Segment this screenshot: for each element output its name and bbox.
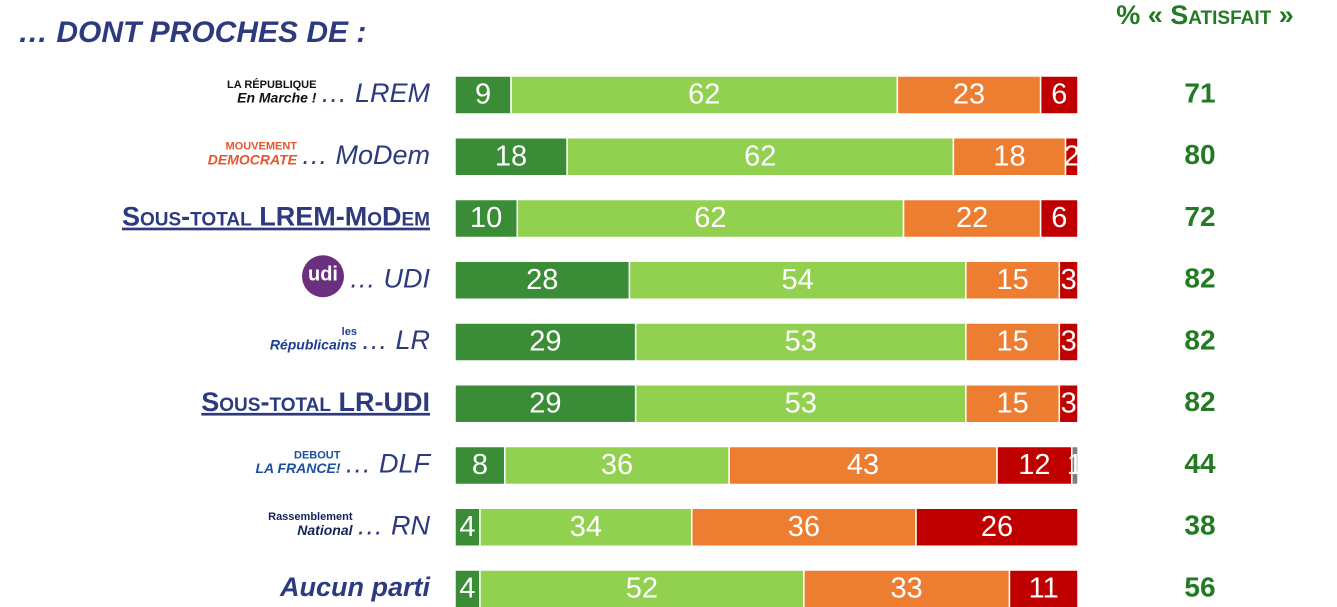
segment-label: 22 [956, 202, 988, 234]
bar-segment [1039, 75, 1079, 115]
logo-text: Républicains [270, 337, 357, 353]
bar-segment [952, 137, 1067, 177]
bar-segment [965, 260, 1061, 300]
segment-label: 6 [1051, 202, 1067, 234]
bar-segment [634, 384, 967, 424]
bar-segment [454, 384, 637, 424]
logo-text: En Marche ! [237, 90, 317, 106]
category-label: Sous-total LR-UDI [201, 387, 430, 417]
segment-label: 34 [570, 511, 602, 543]
logo-text: les [342, 326, 357, 338]
logo-text: MOUVEMENT [225, 141, 297, 153]
segment-label: 3 [1061, 326, 1077, 358]
category-label: Aucun parti [279, 572, 431, 602]
bar-segment [1058, 384, 1079, 424]
segment-label: 1 [1067, 449, 1083, 481]
satisfait-value: 44 [1184, 448, 1216, 479]
bar-segment [902, 198, 1042, 239]
segment-label: 3 [1061, 264, 1077, 296]
logo-text: DEMOCRATE [208, 151, 298, 167]
satisfait-value: 71 [1184, 77, 1215, 108]
bar-segment [628, 260, 967, 300]
logo-text: LA FRANCE! [255, 460, 340, 476]
value-header: % « Satisfait » [1116, 0, 1294, 30]
bar-segment [1008, 569, 1079, 607]
bar-segment [1058, 260, 1079, 300]
bar-segment [965, 384, 1061, 424]
bar-segment [1064, 137, 1079, 177]
segment-label: 10 [470, 202, 502, 234]
logo-text: DEBOUT [294, 449, 341, 461]
category-label: … DLF [344, 449, 431, 479]
segment-label: 62 [694, 202, 726, 234]
segment-label: 62 [744, 140, 776, 172]
bar-segment [1039, 198, 1079, 239]
bar-segment [915, 507, 1079, 547]
bar-segment [965, 322, 1061, 362]
bar-segment [479, 507, 693, 547]
chart-title: … DONT PROCHES DE : [18, 16, 366, 49]
segment-label: 12 [1018, 449, 1050, 481]
bar-segment [516, 198, 905, 239]
satisfait-value: 82 [1184, 324, 1215, 355]
segment-label: 4 [459, 511, 475, 543]
bar-segment [454, 507, 481, 547]
segment-label: 18 [495, 140, 527, 172]
segment-label: 6 [1051, 79, 1067, 111]
segment-label: 29 [529, 326, 561, 358]
segment-label: 53 [785, 387, 817, 419]
bar-segment [634, 322, 967, 362]
segment-label: 3 [1061, 387, 1077, 419]
logo-text: Rassemblement [268, 511, 353, 523]
category-label: … RN [357, 510, 431, 540]
segment-label: 53 [785, 326, 817, 358]
category-label: Sous-total LREM-MoDem [122, 202, 430, 232]
segment-label: 23 [953, 79, 985, 111]
segment-label: 62 [688, 79, 720, 111]
segment-label: 15 [996, 326, 1028, 358]
segment-label: 28 [526, 264, 558, 296]
satisfait-value: 80 [1184, 139, 1215, 170]
category-label: … LR [361, 325, 430, 355]
bar-segment [566, 137, 955, 177]
category-label: … UDI [349, 263, 430, 293]
satisfait-value: 82 [1184, 263, 1215, 294]
segment-label: 15 [996, 387, 1028, 419]
bar-segment [504, 445, 730, 486]
bar-segment [690, 507, 917, 547]
segment-label: 18 [993, 140, 1025, 172]
logo-text: LA RÉPUBLIQUE [227, 78, 316, 91]
bar-segment [1058, 322, 1079, 362]
segment-label: 11 [1029, 573, 1059, 605]
bar-segment [510, 75, 899, 115]
bar-segment [454, 445, 506, 486]
logo-text: udi [308, 264, 338, 286]
satisfait-value: 56 [1184, 571, 1215, 602]
segment-label: 36 [601, 449, 633, 481]
segment-label: 9 [475, 79, 491, 111]
segment-label: 8 [472, 449, 488, 481]
logo-text: National [297, 522, 353, 538]
category-label: … MoDem [301, 140, 430, 170]
category-label: … LREM [320, 78, 430, 108]
segment-label: 43 [847, 449, 879, 481]
satisfait-value: 82 [1184, 386, 1215, 417]
segment-label: 15 [996, 264, 1028, 296]
segment-label: 29 [529, 387, 561, 419]
segment-label: 52 [626, 573, 658, 605]
segment-label: 26 [981, 511, 1013, 543]
segment-label: 4 [459, 573, 475, 605]
bar-segment [454, 137, 568, 177]
segment-label: 36 [788, 511, 820, 543]
segment-label: 2 [1064, 140, 1080, 172]
satisfait-value: 38 [1184, 510, 1215, 541]
satisfait-value: 72 [1184, 201, 1215, 232]
segment-label: 54 [782, 264, 814, 296]
bar-segment [1071, 445, 1079, 486]
logo-badge [302, 255, 344, 298]
segment-label: 33 [891, 573, 923, 605]
bar-segment [454, 260, 631, 300]
bar-segment [454, 198, 519, 239]
